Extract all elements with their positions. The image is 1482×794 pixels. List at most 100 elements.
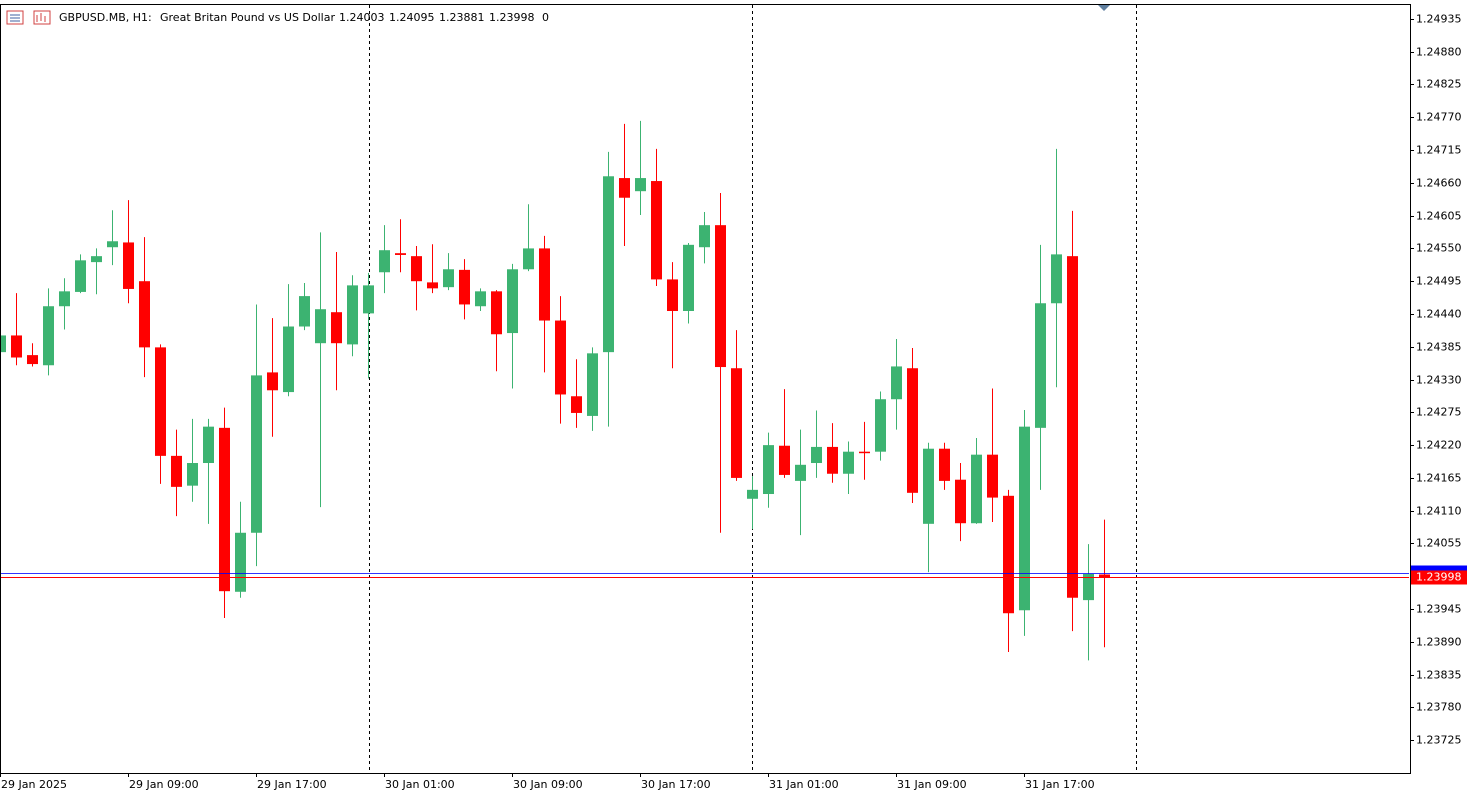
candle-body [683, 244, 694, 312]
y-tick-label: 1.24935 [1416, 13, 1462, 26]
y-tick-label: 1.24550 [1416, 242, 1462, 255]
y-tick-label: 1.24165 [1416, 472, 1462, 485]
symbol: GBPUSD.MB, H1: [59, 11, 152, 24]
candle-body [459, 269, 470, 305]
header-high: 1.24095 [389, 11, 435, 24]
candle-body [635, 178, 646, 192]
candle-body [1019, 426, 1030, 611]
candle-body [603, 176, 614, 353]
candle-body [75, 260, 86, 292]
y-tick-label: 1.24110 [1416, 505, 1462, 518]
icon-chart[interactable] [33, 10, 51, 25]
candle-body [507, 269, 518, 334]
shift-marker [1098, 5, 1110, 11]
candle-body [651, 181, 662, 280]
candle-body [139, 281, 150, 348]
candle-body [923, 448, 934, 524]
y-tick-label: 1.24880 [1416, 46, 1462, 59]
x-tick-label: 29 Jan 17:00 [257, 778, 327, 791]
candle-body [491, 291, 502, 335]
candle-body [283, 326, 294, 393]
y-tick-label: 1.24660 [1416, 177, 1462, 190]
candle-body [203, 426, 214, 464]
candle-body [59, 291, 70, 307]
y-tick-label: 1.24220 [1416, 439, 1462, 452]
candle-body [1051, 254, 1062, 304]
y-tick-label: 1.23890 [1416, 636, 1462, 649]
candle-body [827, 446, 838, 474]
candle-body [475, 291, 486, 307]
candle-body [411, 256, 422, 282]
candle-body [939, 448, 950, 481]
x-tick-label: 30 Jan 09:00 [513, 778, 583, 791]
header-low: 1.23881 [439, 11, 485, 24]
candle-body [427, 282, 438, 289]
y-tick-label: 1.24495 [1416, 275, 1462, 288]
candle-body [875, 399, 886, 452]
candle-body [779, 445, 790, 475]
y-tick-label: 1.24825 [1416, 78, 1462, 91]
candle-body [1067, 256, 1078, 598]
candle-body [843, 451, 854, 474]
header-spread: 0 [542, 11, 549, 24]
x-tick-label: 29 Jan 09:00 [129, 778, 199, 791]
candle-body [619, 178, 630, 198]
bid-label-box [1411, 570, 1467, 585]
candle-body [11, 335, 22, 358]
x-tick-label: 31 Jan 01:00 [769, 778, 839, 791]
candle-body [539, 248, 550, 321]
candle-body [523, 248, 534, 270]
candle-body [379, 250, 390, 273]
candle-body [1035, 303, 1046, 428]
x-tick-label: 30 Jan 01:00 [385, 778, 455, 791]
candle-body [795, 464, 806, 481]
y-tick-label: 1.24440 [1416, 308, 1462, 321]
y-tick-label: 1.24385 [1416, 341, 1462, 354]
candle-body [299, 296, 310, 327]
x-tick-label: 30 Jan 17:00 [641, 778, 711, 791]
candle-body [315, 309, 326, 344]
candle-body [43, 306, 54, 366]
candle-body [1083, 573, 1094, 601]
candle-body [859, 451, 870, 454]
y-tick-label: 1.24605 [1416, 210, 1462, 223]
header-open: 1.24003 [339, 11, 385, 24]
plot-frame [0, 4, 1411, 774]
candle-body [1, 335, 6, 353]
candle-body [667, 279, 678, 312]
candle-body [251, 375, 262, 533]
candle-body [699, 225, 710, 248]
candle-body [747, 489, 758, 499]
candle-body [891, 366, 902, 400]
y-tick-label: 1.24770 [1416, 111, 1462, 124]
y-tick-label: 1.24330 [1416, 374, 1462, 387]
candle-body [27, 355, 38, 365]
candle-body [123, 242, 134, 289]
candle-body [443, 269, 454, 288]
candle-body [1099, 574, 1110, 578]
header-close: 1.23998 [489, 11, 535, 24]
y-tick-label: 1.23835 [1416, 669, 1462, 682]
candle-body [763, 445, 774, 495]
header: GBPUSD.MB, H1: Great Britan Pound vs US … [6, 10, 549, 25]
description: Great Britan Pound vs US Dollar [160, 11, 335, 24]
period-separators [369, 5, 1137, 773]
candle-body [331, 312, 342, 344]
x-tick-label: 29 Jan 2025 [1, 778, 67, 791]
candle-body [955, 479, 966, 524]
candle-body [187, 463, 198, 486]
candle-body [971, 454, 982, 524]
candle-body [987, 454, 998, 498]
candle-body [171, 455, 182, 487]
candle-body [1003, 495, 1014, 614]
candle-body [395, 253, 406, 255]
candle-body [235, 532, 246, 592]
x-tick-label: 31 Jan 09:00 [897, 778, 967, 791]
y-tick-label: 1.24055 [1416, 537, 1462, 550]
candle-body [91, 256, 102, 263]
candle-body [363, 285, 374, 314]
candle-body [267, 372, 278, 391]
bid-label: 1.23998 [1416, 571, 1462, 584]
